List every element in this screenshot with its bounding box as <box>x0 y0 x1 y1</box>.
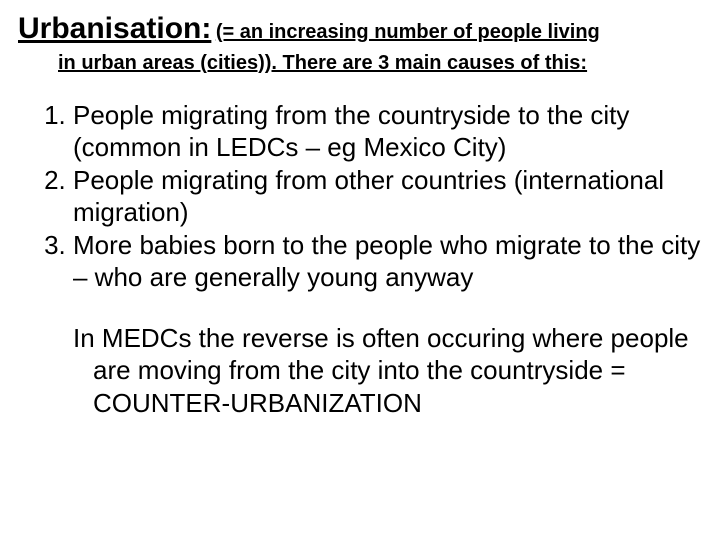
title-definition-line2: in urban areas (cities)). There are 3 ma… <box>58 52 702 75</box>
heading-block: Urbanisation: (= an increasing number of… <box>18 10 702 48</box>
closing-paragraph: In MEDCs the reverse is often occuring w… <box>73 322 702 420</box>
title-definition-line1: (= an increasing number of people living <box>216 21 600 43</box>
slide-title: Urbanisation: <box>18 12 211 45</box>
slide-container: Urbanisation: (= an increasing number of… <box>0 0 720 540</box>
causes-list: People migrating from the countryside to… <box>18 99 702 294</box>
list-item: People migrating from the countryside to… <box>73 99 702 164</box>
list-item: People migrating from other countries (i… <box>73 164 702 229</box>
list-item: More babies born to the people who migra… <box>73 229 702 294</box>
